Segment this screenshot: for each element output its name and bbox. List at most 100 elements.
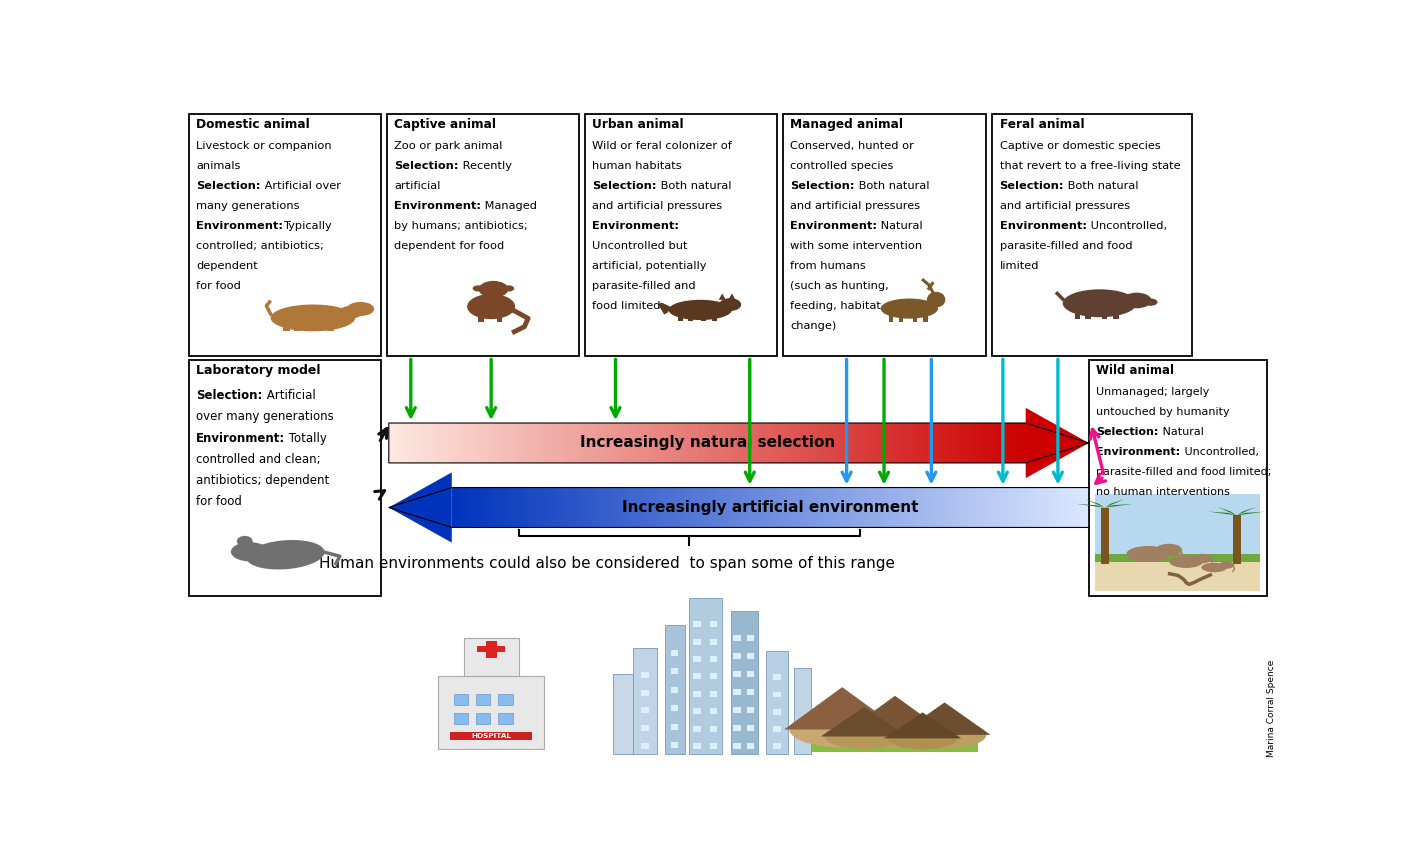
Bar xyxy=(558,423,561,463)
Bar xyxy=(523,487,525,527)
Bar xyxy=(700,487,704,527)
Bar xyxy=(467,487,471,527)
Bar xyxy=(755,423,758,463)
Text: Managed: Managed xyxy=(481,201,537,211)
Polygon shape xyxy=(1085,499,1105,508)
Bar xyxy=(1022,487,1025,527)
Bar xyxy=(423,423,427,463)
Bar xyxy=(946,487,949,527)
Bar xyxy=(677,487,682,527)
Bar xyxy=(670,724,679,730)
Bar xyxy=(707,423,711,463)
Bar xyxy=(710,638,717,645)
Bar xyxy=(710,691,717,697)
Bar xyxy=(907,487,910,527)
Bar xyxy=(905,487,907,527)
Bar xyxy=(917,423,922,463)
Bar xyxy=(831,487,835,527)
Bar xyxy=(885,487,889,527)
Bar xyxy=(974,423,978,463)
Bar xyxy=(956,423,960,463)
Text: with some intervention: with some intervention xyxy=(791,241,923,251)
Bar xyxy=(1100,508,1109,563)
Bar xyxy=(809,423,812,463)
Bar xyxy=(640,423,645,463)
FancyBboxPatch shape xyxy=(782,114,987,357)
Bar xyxy=(787,487,790,527)
Bar xyxy=(886,423,889,463)
Bar xyxy=(914,423,917,463)
Text: for food: for food xyxy=(196,495,241,508)
Bar xyxy=(984,423,988,463)
Bar xyxy=(807,423,809,463)
Bar xyxy=(812,423,816,463)
Bar xyxy=(981,423,985,463)
Bar xyxy=(805,487,809,527)
Bar xyxy=(738,487,743,527)
Bar xyxy=(420,423,425,463)
Bar xyxy=(567,423,571,463)
Bar xyxy=(747,653,754,659)
Bar xyxy=(882,423,886,463)
Bar xyxy=(515,487,520,527)
Bar xyxy=(564,423,568,463)
Bar xyxy=(454,694,469,705)
Bar xyxy=(1007,423,1011,463)
Text: Artificial: Artificial xyxy=(263,389,315,402)
Bar xyxy=(1012,487,1017,527)
Bar xyxy=(733,689,741,695)
Text: Managed animal: Managed animal xyxy=(791,118,903,131)
Bar xyxy=(873,423,876,463)
Bar xyxy=(828,487,831,527)
Bar xyxy=(605,487,608,527)
Bar xyxy=(1085,308,1091,319)
Bar xyxy=(790,423,794,463)
Bar xyxy=(579,423,584,463)
Text: Uncontrolled but: Uncontrolled but xyxy=(592,241,687,251)
Bar xyxy=(772,743,781,749)
Bar xyxy=(498,694,513,705)
Bar xyxy=(701,423,704,463)
Bar xyxy=(845,423,848,463)
Ellipse shape xyxy=(339,306,362,319)
Bar xyxy=(471,423,476,463)
Bar xyxy=(410,423,415,463)
Bar xyxy=(497,423,501,463)
Bar xyxy=(1028,487,1032,527)
Bar xyxy=(659,423,663,463)
Ellipse shape xyxy=(479,281,508,298)
Bar xyxy=(1031,487,1035,527)
Bar xyxy=(832,423,835,463)
Bar xyxy=(940,423,943,463)
Bar xyxy=(853,423,858,463)
Bar xyxy=(767,651,788,754)
Bar xyxy=(436,423,440,463)
Bar xyxy=(939,487,943,527)
Bar xyxy=(487,423,491,463)
Bar xyxy=(433,423,437,463)
Bar xyxy=(564,487,567,527)
Text: that revert to a free-living state: that revert to a free-living state xyxy=(1000,162,1180,171)
Text: Both natural: Both natural xyxy=(1064,181,1139,191)
Text: Marina Corral Spence: Marina Corral Spence xyxy=(1267,659,1275,757)
Polygon shape xyxy=(899,702,991,735)
Bar xyxy=(856,487,861,527)
Bar xyxy=(443,423,447,463)
Bar xyxy=(792,487,797,527)
Bar xyxy=(454,487,459,527)
Bar xyxy=(733,423,737,463)
Bar xyxy=(497,311,503,322)
Bar xyxy=(892,423,896,463)
Bar xyxy=(767,487,771,527)
Bar xyxy=(747,707,754,713)
Bar xyxy=(528,487,532,527)
Bar xyxy=(774,487,777,527)
Bar xyxy=(1003,487,1007,527)
Bar xyxy=(1079,487,1083,527)
Text: controlled and clean;: controlled and clean; xyxy=(196,453,321,466)
Bar xyxy=(1025,487,1028,527)
Bar xyxy=(494,423,497,463)
Text: from humans: from humans xyxy=(791,261,866,271)
Text: antibiotics; dependent: antibiotics; dependent xyxy=(196,474,329,487)
Bar xyxy=(841,423,845,463)
